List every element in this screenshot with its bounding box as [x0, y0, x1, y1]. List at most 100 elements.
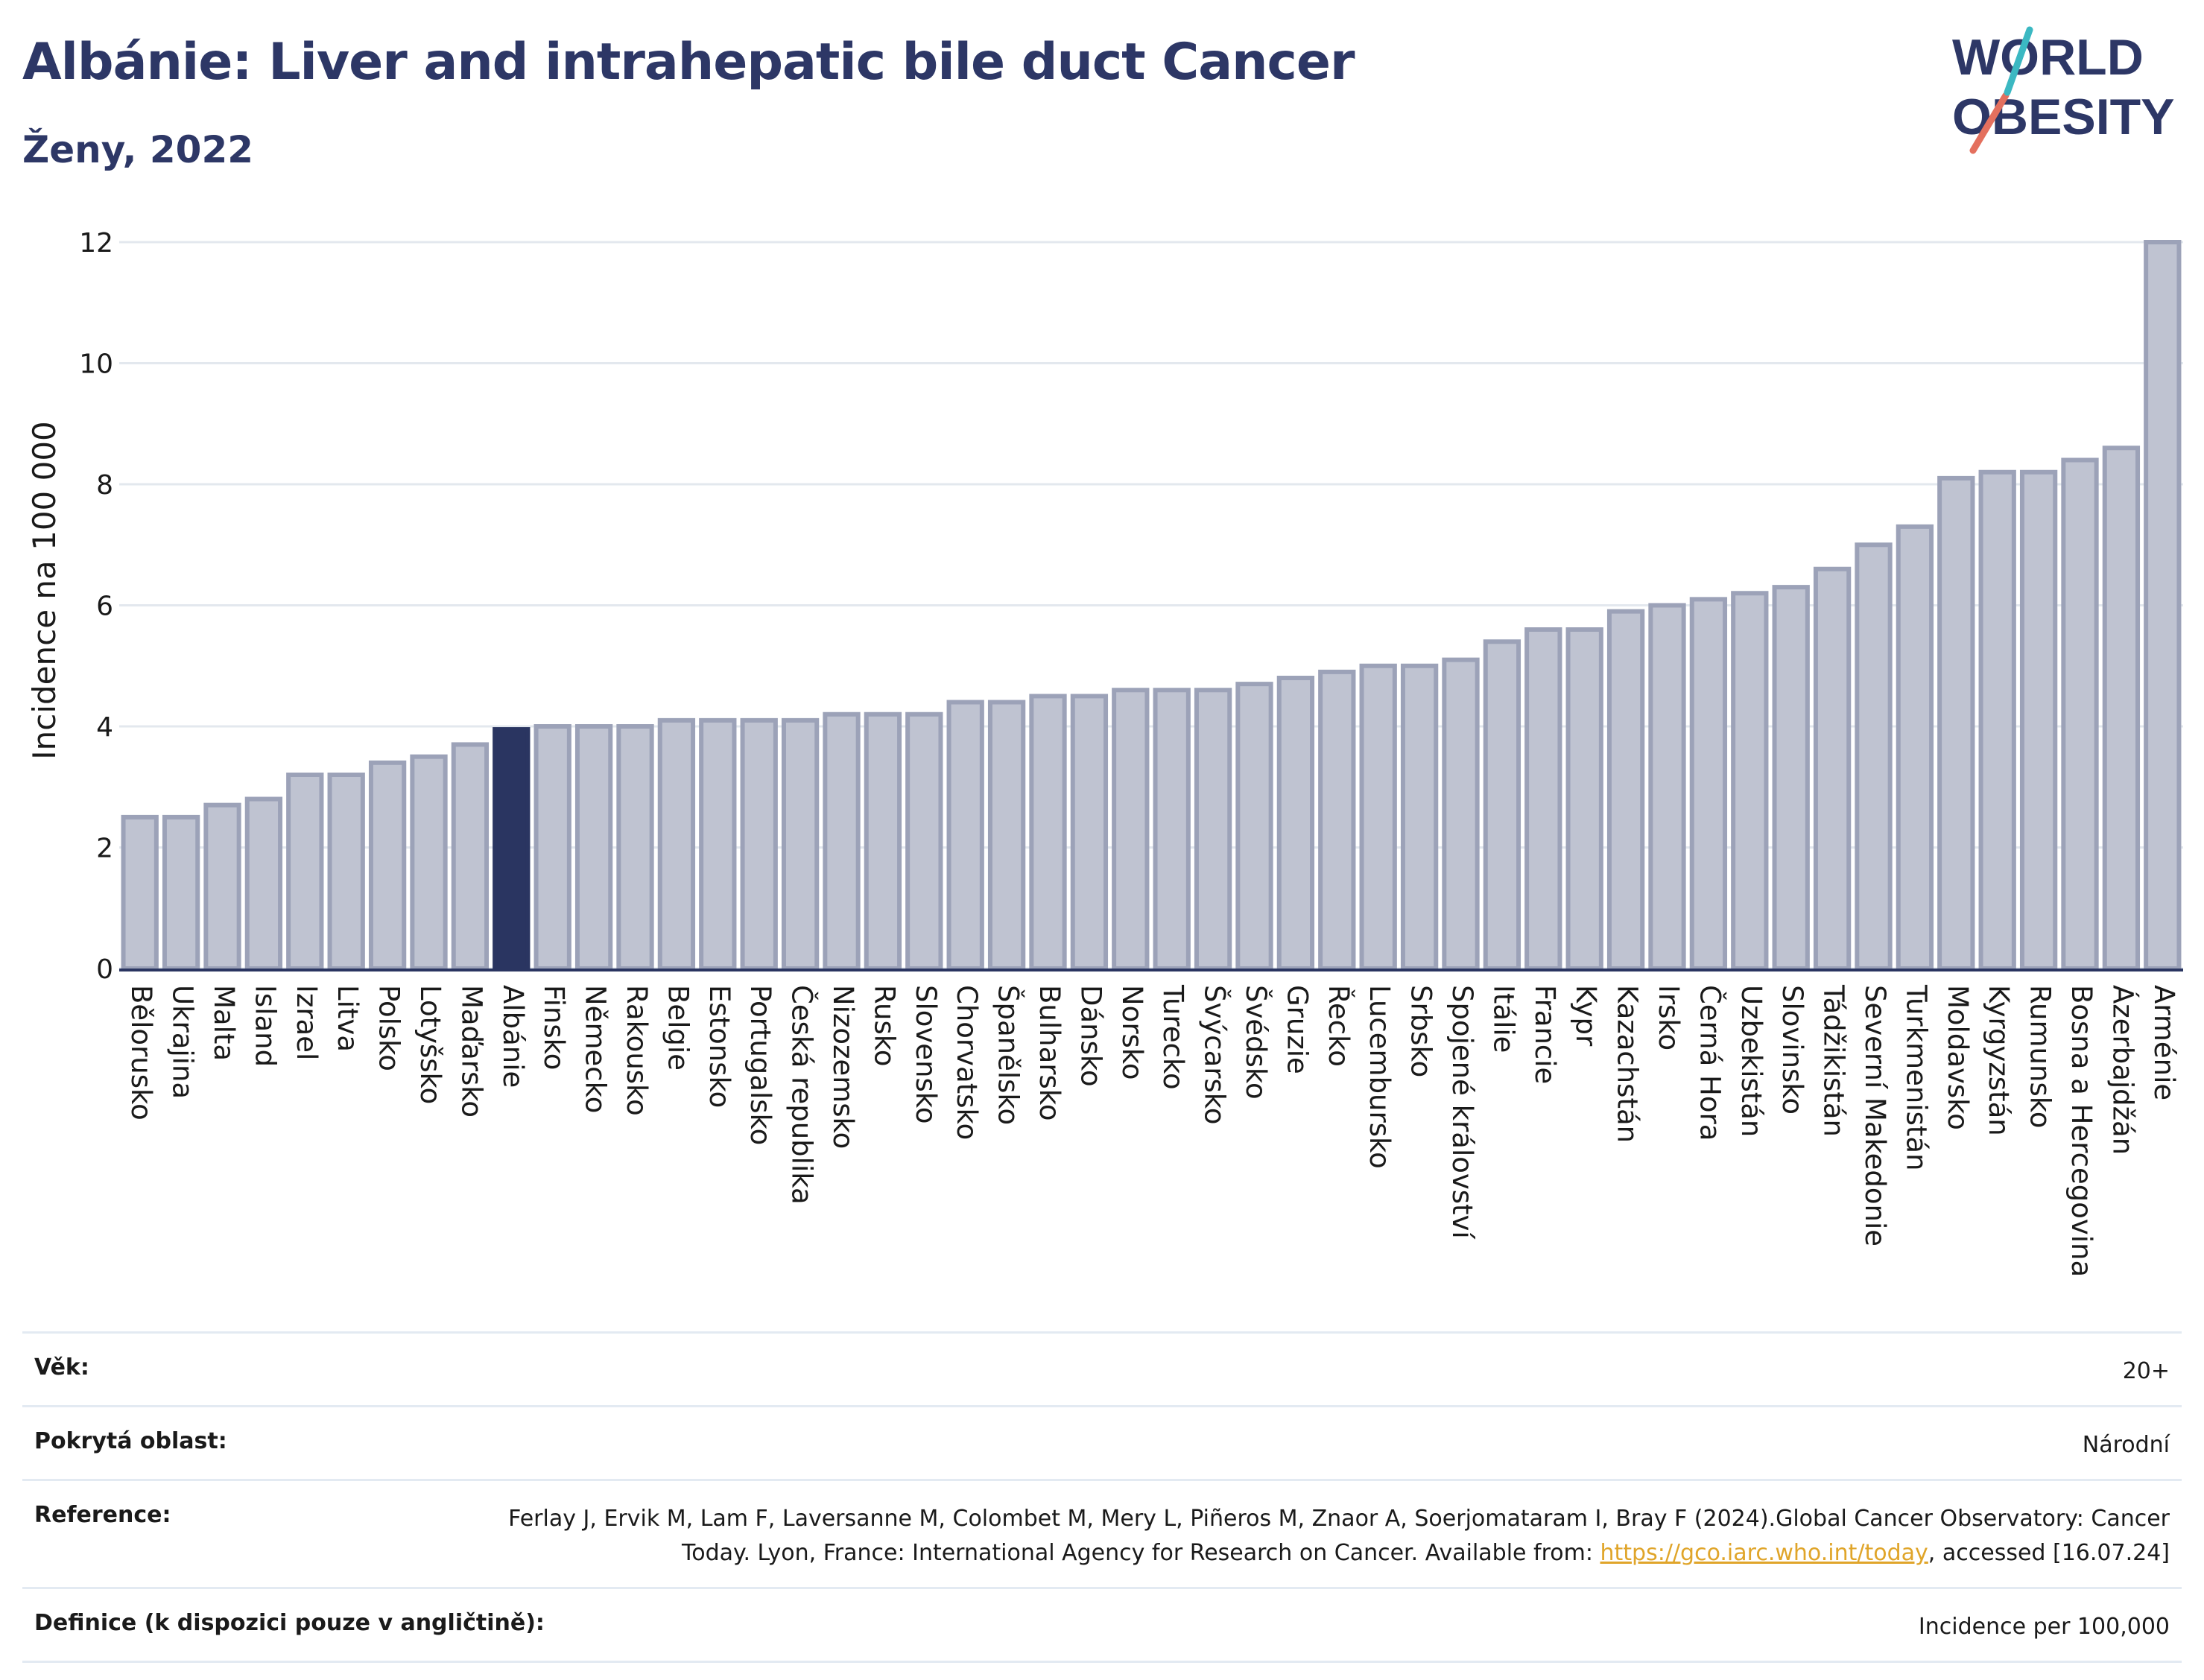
x-tick-label: Island — [249, 985, 281, 1067]
bar — [1772, 585, 1810, 971]
bar — [987, 700, 1026, 971]
x-tick-label: Španělsko — [992, 985, 1025, 1125]
x-tick-label: Kypr — [1570, 985, 1602, 1047]
bar — [657, 717, 696, 971]
x-tick-label: Maďarsko — [455, 985, 487, 1118]
bar — [574, 724, 613, 971]
area-value: Národní — [2082, 1432, 2170, 1458]
x-tick-label: Tádžikistán — [1818, 984, 1850, 1137]
reference-value: Ferlay J, Ervik M, Lam F, Laversanne M, … — [493, 1502, 2170, 1570]
bar — [1524, 627, 1562, 971]
area-label: Pokrytá oblast: — [34, 1428, 227, 1454]
bar — [244, 796, 283, 971]
y-tick-label: 6 — [96, 592, 113, 622]
bar — [1896, 524, 1934, 971]
x-tick-label: Slovinsko — [1776, 985, 1808, 1115]
x-tick-label: Černá Hora — [1694, 985, 1726, 1141]
bar — [533, 724, 571, 971]
y-tick-label: 8 — [96, 470, 113, 501]
definition-value: Incidence per 100,000 — [1918, 1614, 2170, 1640]
bar — [451, 742, 490, 971]
x-tick-label: Irsko — [1653, 985, 1685, 1050]
bar-highlighted — [493, 727, 531, 971]
x-tick-label: Polsko — [373, 985, 405, 1071]
x-tick-label: Lotyšsko — [414, 985, 446, 1104]
bar — [740, 717, 778, 971]
info-row-definition: Definice (k dispozici pouze v angličtině… — [22, 1587, 2182, 1663]
x-tick-label: Albánie — [497, 985, 529, 1088]
x-tick-label: Švédsko — [1240, 985, 1273, 1100]
x-tick-label: Ázerbajdžán — [2106, 985, 2139, 1155]
x-tick-label: Kyrgyzstán — [1983, 985, 2015, 1136]
chart-title: Albánie: Liver and intrahepatic bile duc… — [22, 33, 1355, 92]
bar — [1731, 591, 1769, 971]
y-axis-label: Incidence na 100 000 — [26, 421, 63, 760]
x-tick-label: Belgie — [662, 985, 694, 1071]
x-tick-label: Švýcarsko — [1199, 985, 1232, 1125]
bar — [1400, 663, 1439, 971]
x-tick-label: Rakousko — [621, 985, 653, 1116]
x-tick-label: Chorvatsko — [951, 985, 983, 1140]
x-axis-labels: Bělorusko Ukrajina Malta Island Izrael Litva P… — [125, 984, 2180, 1277]
bar — [1813, 566, 1852, 971]
y-tick-label: 0 — [96, 954, 113, 985]
reference-text: Ferlay J, Ervik M, Lam F, Laversanne M, … — [508, 1506, 2170, 1566]
x-tick-label: Turecko — [1157, 984, 1189, 1090]
x-tick-label: Finsko — [538, 985, 570, 1070]
info-row-age: Věk: 20+ — [22, 1331, 2182, 1405]
bar — [203, 802, 241, 971]
x-tick-label: Arménie — [2148, 985, 2180, 1100]
bar — [1689, 597, 1728, 971]
y-axis-ticks: 0 2 4 6 8 10 12 — [79, 228, 113, 985]
x-tick-label: Nizozemsko — [827, 985, 859, 1149]
reference-label: Reference: — [34, 1502, 171, 1528]
bar — [1648, 603, 1686, 971]
bar — [1318, 669, 1356, 971]
bar — [699, 717, 737, 971]
age-label: Věk: — [34, 1354, 89, 1381]
bar — [864, 711, 902, 971]
bar — [2019, 469, 2058, 971]
y-tick-label: 12 — [79, 228, 113, 259]
bar — [162, 814, 200, 971]
y-tick-label: 10 — [79, 349, 113, 380]
x-tick-label: Slovensko — [910, 985, 942, 1124]
x-tick-label: Norsko — [1116, 985, 1148, 1080]
bar — [2061, 457, 2099, 971]
bar — [781, 717, 820, 971]
logo-slash-teal — [2004, 26, 2033, 96]
x-tick-label: Bělorusko — [125, 985, 157, 1120]
info-row-reference: Reference: Ferlay J, Ervik M, Lam F, Lav… — [22, 1479, 2182, 1587]
bar — [1855, 542, 1893, 971]
x-tick-label: Moldavsko — [1942, 985, 1974, 1130]
x-tick-label: Řecko — [1323, 985, 1355, 1067]
world-obesity-logo: WORLD OBESITY — [1952, 26, 2175, 154]
bar — [1276, 676, 1315, 971]
x-tick-label: Itálie — [1487, 985, 1519, 1053]
bar — [1070, 694, 1109, 971]
bar — [1483, 639, 1521, 971]
bar — [823, 711, 861, 971]
x-tick-label: Malta — [208, 985, 240, 1061]
bar — [1194, 688, 1232, 971]
bar — [286, 773, 324, 971]
reference-accessed: , accessed [16.07.24] — [1928, 1540, 2170, 1566]
info-row-area: Pokrytá oblast: Národní — [22, 1405, 2182, 1479]
reference-link[interactable]: https://gco.iarc.who.int/today — [1600, 1540, 1928, 1566]
bar — [1937, 475, 1975, 971]
x-tick-label: Bulharsko — [1033, 985, 1065, 1120]
logo-slash-red — [1969, 92, 2010, 154]
x-tick-label: Spojené království — [1446, 985, 1478, 1240]
x-tick-label: Bosna a Hercegovina — [2065, 985, 2097, 1277]
x-tick-label: Kazachstán — [1612, 985, 1644, 1143]
bar — [1606, 609, 1645, 971]
x-tick-label: Rumunsko — [2024, 985, 2056, 1128]
x-tick-label: Německo — [580, 985, 612, 1113]
bar — [946, 700, 984, 971]
x-tick-label: Litva — [332, 985, 364, 1052]
bar — [2144, 240, 2182, 971]
x-tick-label: Gruzie — [1281, 985, 1313, 1074]
x-tick-label: Ukrajina — [167, 985, 199, 1099]
x-tick-label: Česká republika — [786, 985, 819, 1205]
bar — [121, 814, 159, 971]
